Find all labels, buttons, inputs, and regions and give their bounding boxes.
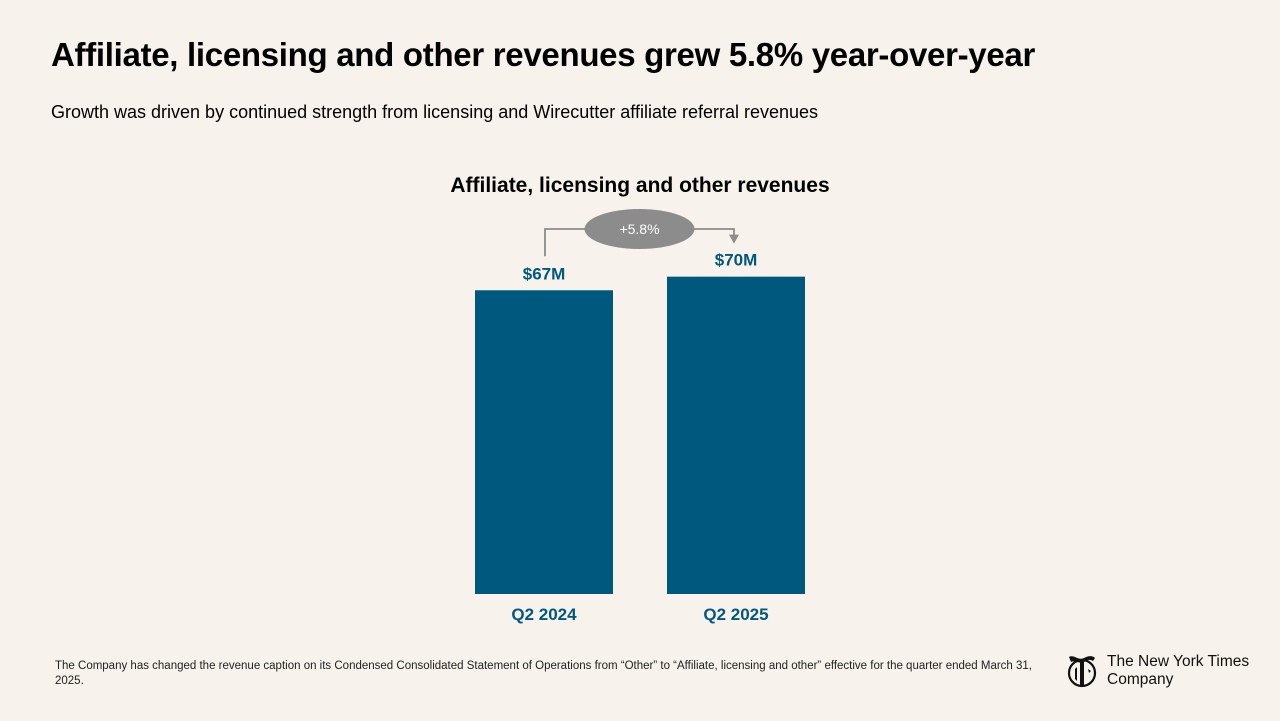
bar-q2-2024 <box>475 290 613 594</box>
growth-arrow-head <box>729 234 739 244</box>
nyt-company-logo: The New York Times Company <box>1066 652 1249 690</box>
nyt-t-logo-icon <box>1067 656 1097 688</box>
footnote: The Company has changed the revenue capt… <box>55 660 1033 687</box>
bar-value-label: $70M <box>715 251 758 270</box>
category-label: Q2 2025 <box>703 605 768 624</box>
bar-q2-2025 <box>667 276 805 594</box>
slide-headline: Affiliate, licensing and other revenues … <box>51 36 1036 73</box>
logo-text-line1: The New York Times <box>1107 653 1250 670</box>
growth-bubble <box>584 209 695 249</box>
slide-subheading: Growth was driven by continued strength … <box>51 102 819 122</box>
growth-annotation: +5.8% <box>544 209 739 257</box>
bar-value-label: $67M <box>523 264 566 283</box>
logo-text-line2: Company <box>1107 671 1174 688</box>
chart-title: Affiliate, licensing and other revenues <box>450 174 829 197</box>
category-label: Q2 2024 <box>511 605 577 624</box>
growth-label: +5.8% <box>619 221 659 237</box>
